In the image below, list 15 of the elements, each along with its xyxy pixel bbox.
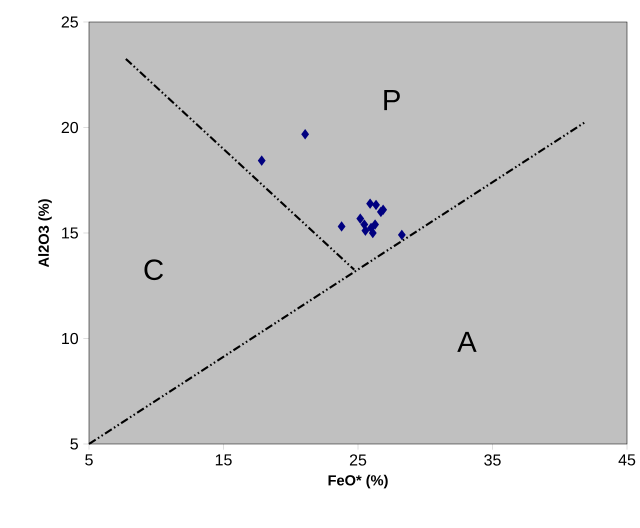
x-tick-label: 35 (484, 454, 501, 466)
y-tick-label: 20 (62, 122, 78, 134)
x-tick-label: 45 (618, 454, 636, 466)
x-tick-label: 15 (216, 454, 232, 466)
y-tick-label: 5 (70, 438, 78, 450)
y-tick-label: 15 (62, 227, 78, 239)
x-tick-label: 25 (350, 454, 366, 466)
annotation: P (384, 90, 400, 110)
annotation: C (144, 259, 164, 280)
annotation: A (457, 332, 477, 352)
x-axis-title: FeO* (%) (328, 474, 388, 488)
y-tick-label: 10 (62, 332, 78, 344)
y-axis-title: Al2O3 (%) (38, 199, 52, 268)
x-tick-label: 5 (85, 454, 93, 466)
y-tick-label: 25 (62, 16, 78, 28)
